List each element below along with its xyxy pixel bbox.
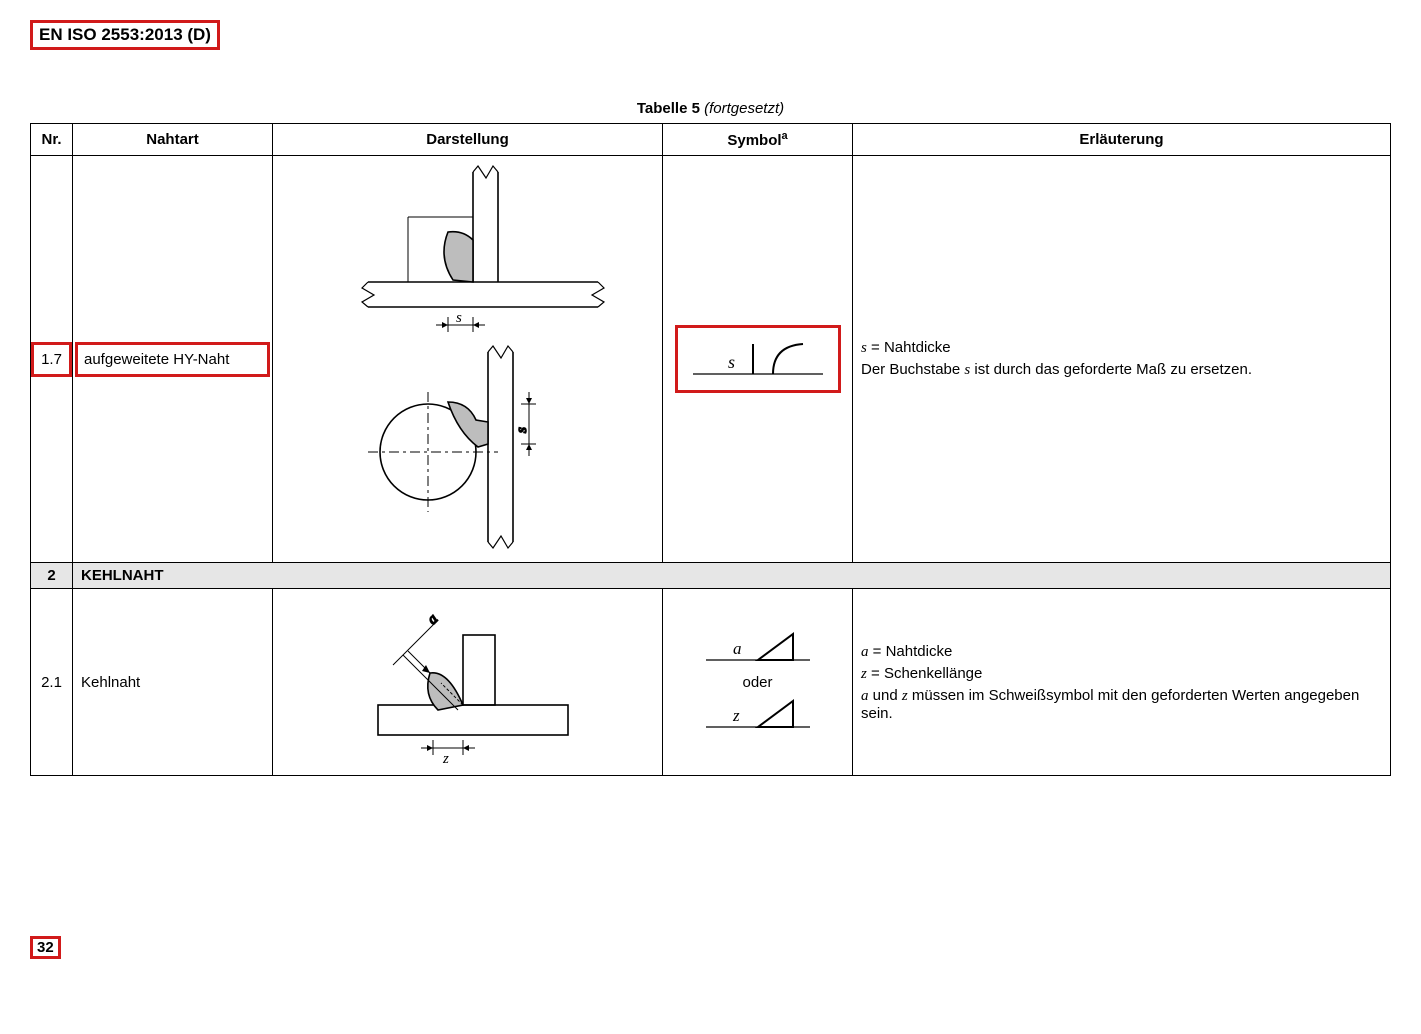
cell-nr: 2.1 [31, 589, 73, 776]
erl-text: und [869, 687, 902, 704]
erl-line2: Der Buchstabe s ist durch das geforderte… [861, 361, 1382, 379]
erl-text: = Nahtdicke [867, 339, 951, 356]
symbol-2-1a-svg: a [698, 626, 818, 668]
symbol-highlight-box: s [675, 325, 841, 393]
erl-line3: a und z müssen im Schweißsymbol mit den … [861, 687, 1382, 722]
cell-darstellung: s [273, 156, 663, 563]
svg-text:s: s [728, 352, 735, 372]
darstellung-1-7-svg: s [298, 162, 638, 552]
th-nr: Nr. [31, 124, 73, 156]
svg-text:s: s [514, 427, 530, 433]
caption-label: Tabelle 5 [637, 100, 700, 117]
table-section-row: 2 KEHLNAHT [31, 563, 1391, 589]
svg-text:z: z [442, 751, 449, 765]
erl-z: z = Schenkellänge [861, 665, 1382, 683]
section-nr: 2 [31, 563, 73, 589]
erl-text: Der Buchstabe [861, 361, 964, 378]
symbol-oder: oder [671, 674, 844, 691]
standard-reference: EN ISO 2553:2013 (D) [30, 20, 220, 50]
th-erlaeuterung: Erläuterung [853, 124, 1391, 156]
svg-text:a: a [733, 639, 742, 658]
erl-text: = Nahtdicke [869, 643, 953, 660]
table-row: 1.7 aufgeweitete HY-Naht [31, 156, 1391, 563]
svg-text:z: z [732, 706, 740, 725]
symbol-1-7-svg: s [688, 334, 828, 384]
erl-text: = Schenkellänge [867, 665, 983, 682]
th-symbol-text: Symbol [727, 132, 781, 149]
th-symbol-sup: a [782, 130, 788, 142]
erl-var: a [861, 644, 869, 660]
erl-line1: s = Nahtdicke [861, 339, 1382, 357]
table-caption: Tabelle 5 (fortgesetzt) [30, 100, 1391, 117]
th-symbol: Symbola [663, 124, 853, 156]
cell-erlaeuterung: s = Nahtdicke Der Buchstabe s ist durch … [853, 156, 1391, 563]
th-nahtart: Nahtart [73, 124, 273, 156]
svg-text:a: a [424, 611, 441, 628]
cell-nahtart: Kehlnaht [73, 589, 273, 776]
page-number: 32 [30, 936, 61, 959]
cell-symbol: a oder z [663, 589, 853, 776]
nr-value: 1.7 [31, 342, 72, 377]
cell-darstellung: a z [273, 589, 663, 776]
erl-a: a = Nahtdicke [861, 643, 1382, 661]
table-row: 2.1 Kehlnaht [31, 589, 1391, 776]
cell-erlaeuterung: a = Nahtdicke z = Schenkellänge a und z … [853, 589, 1391, 776]
cell-nahtart: aufgeweitete HY-Naht [73, 156, 273, 563]
cell-symbol: s [663, 156, 853, 563]
erl-text: müssen im Schweißsymbol mit den geforder… [861, 687, 1359, 722]
caption-continued: (fortgesetzt) [704, 100, 784, 117]
erl-var: a [861, 688, 869, 704]
nahtart-value: aufgeweitete HY-Naht [75, 342, 270, 377]
symbol-2-1z-svg: z [698, 693, 818, 735]
table-header-row: Nr. Nahtart Darstellung Symbola Erläuter… [31, 124, 1391, 156]
cell-nr: 1.7 [31, 156, 73, 563]
svg-text:s: s [456, 310, 462, 326]
section-label: KEHLNAHT [73, 563, 1391, 589]
weld-table: Nr. Nahtart Darstellung Symbola Erläuter… [30, 123, 1391, 776]
th-darstellung: Darstellung [273, 124, 663, 156]
erl-text: ist durch das geforderte Maß zu ersetzen… [970, 361, 1252, 378]
darstellung-2-1-svg: a z [338, 595, 598, 765]
